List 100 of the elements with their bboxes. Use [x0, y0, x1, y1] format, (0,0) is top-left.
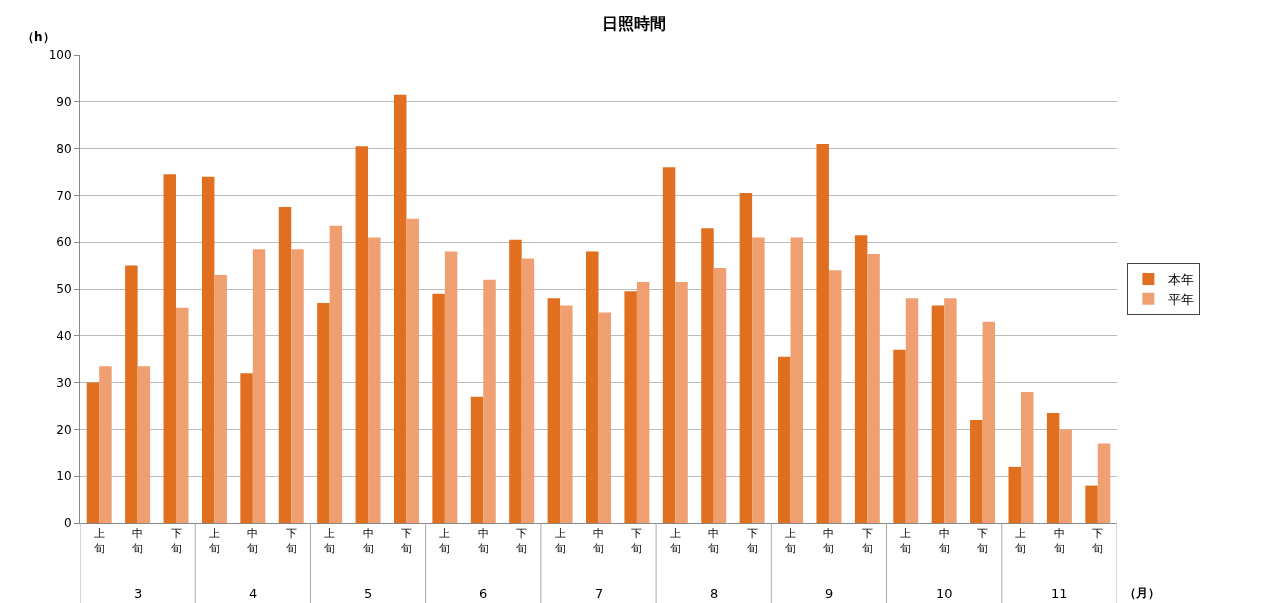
- x-tick-label: 下旬: [746, 527, 758, 555]
- bar: [1097, 443, 1111, 523]
- x-tick-label: 中旬: [477, 527, 489, 555]
- bar: [1020, 391, 1034, 523]
- x-tick-label: 中旬: [362, 527, 374, 555]
- bar: [778, 356, 791, 523]
- legend-label: 本年: [1168, 272, 1195, 288]
- x-axis-title: （月）: [1124, 586, 1160, 600]
- bar: [99, 366, 112, 523]
- bar: [291, 249, 304, 523]
- y-tick-label: 30: [56, 375, 72, 390]
- bar: [163, 174, 177, 523]
- y-tick-label: 100: [48, 48, 72, 63]
- bar: [278, 207, 292, 523]
- x-tick-label: 上旬: [439, 527, 451, 555]
- x-tick-label: 上旬: [1015, 527, 1027, 555]
- bar: [944, 298, 957, 523]
- bar: [970, 420, 983, 523]
- x-tick-label: 下旬: [400, 527, 412, 555]
- bar: [867, 253, 880, 523]
- bar: [317, 303, 330, 523]
- legend-label: 平年: [1168, 291, 1195, 307]
- y-tick-label: 20: [56, 422, 72, 437]
- bar: [547, 298, 561, 523]
- bar: [176, 307, 189, 523]
- x-tick-label: 下旬: [516, 527, 528, 555]
- x-tick-label: 下旬: [285, 527, 297, 555]
- bar: [201, 176, 215, 523]
- x-tick-label: 上旬: [324, 527, 336, 555]
- bar: [636, 281, 650, 523]
- bar: [125, 265, 138, 523]
- bar: [406, 218, 419, 523]
- x-tick-label: 中旬: [593, 527, 604, 555]
- bar: [624, 291, 637, 523]
- x-tick-label: 上旬: [93, 527, 105, 555]
- bar: [1059, 429, 1072, 523]
- bar: [86, 382, 100, 523]
- bar: [214, 274, 227, 523]
- bar: [982, 321, 996, 523]
- x-tick-label: 下旬: [977, 527, 989, 555]
- text: 7: [595, 586, 604, 601]
- y-tick-label: 60: [56, 235, 72, 250]
- bar: [739, 193, 753, 523]
- text: 11: [1051, 586, 1068, 601]
- x-tick-label: 上旬: [669, 527, 681, 555]
- bar: [1046, 413, 1060, 523]
- bar: [444, 251, 458, 523]
- x-tick-label: 下旬: [170, 527, 182, 555]
- bar: [816, 143, 829, 523]
- bar: [598, 312, 611, 523]
- text: 3: [134, 586, 143, 601]
- x-tick-label: 中旬: [247, 527, 259, 555]
- bar: [432, 293, 445, 523]
- x-tick-label: 上旬: [554, 527, 566, 555]
- bar: [483, 279, 496, 523]
- bar: [713, 267, 727, 523]
- bar: [586, 251, 599, 523]
- bar: [905, 298, 919, 523]
- y-tick-label: 50: [56, 282, 72, 297]
- bar: [752, 237, 765, 523]
- y-tick-label: 80: [56, 141, 72, 156]
- bar: [1008, 466, 1021, 523]
- x-tick-label: 中旬: [823, 527, 835, 555]
- bar: [893, 349, 906, 523]
- bar: [470, 396, 484, 523]
- x-tick-label: 中旬: [708, 527, 720, 555]
- y-tick-label: 70: [56, 188, 72, 203]
- bar: [1085, 485, 1098, 523]
- bar: [252, 249, 266, 523]
- bar: [521, 258, 535, 523]
- x-tick-label: 下旬: [631, 527, 643, 555]
- x-tick-label: 上旬: [900, 527, 912, 555]
- x-tick-label: 中旬: [938, 527, 950, 555]
- bar: [509, 239, 522, 523]
- bar: [560, 305, 573, 523]
- y-tick-label: 90: [56, 95, 72, 109]
- bar: [355, 146, 369, 523]
- bar: [675, 281, 688, 523]
- y-tick-label: 0: [63, 516, 72, 531]
- text: 6: [479, 586, 488, 601]
- text: 8: [710, 586, 719, 601]
- y-tick-label: 10: [56, 469, 72, 484]
- bar: [790, 237, 804, 523]
- x-tick-label: 下旬: [861, 527, 873, 555]
- x-tick-label: 中旬: [132, 527, 144, 555]
- x-tick-label: 上旬: [785, 527, 797, 555]
- chart-title: 日照時間: [601, 14, 666, 34]
- x-tick-label: 中旬: [1053, 527, 1065, 555]
- bar: [368, 237, 381, 523]
- text: 9: [825, 586, 834, 601]
- y-axis-title: （h）: [22, 30, 55, 44]
- bar: [329, 225, 343, 523]
- bar: [662, 167, 676, 523]
- y-tick-label: 40: [56, 329, 72, 343]
- text: 4: [249, 586, 258, 601]
- bar: [137, 366, 151, 523]
- bar: [240, 373, 253, 523]
- text: 10: [936, 586, 953, 601]
- bar: [854, 235, 868, 523]
- bar: [393, 94, 407, 523]
